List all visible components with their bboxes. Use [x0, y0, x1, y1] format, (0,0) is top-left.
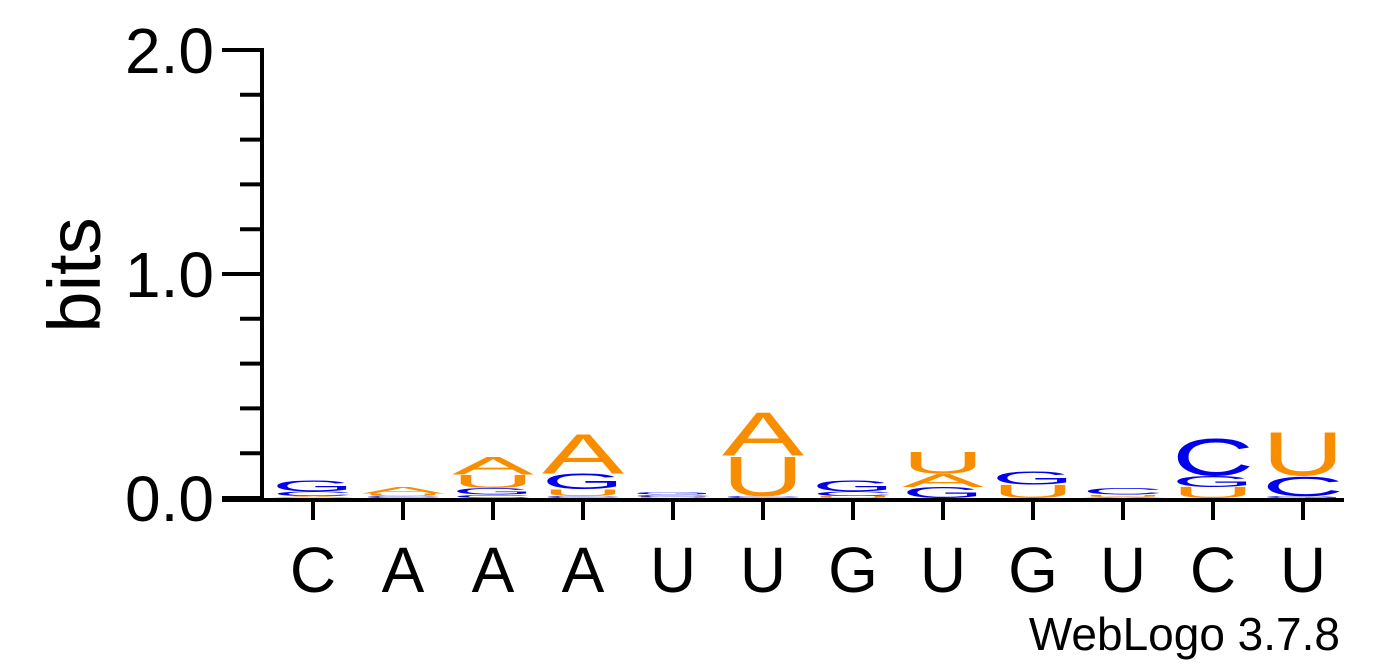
stack-letter-C: C	[722, 495, 804, 499]
stack-letter-U: U	[542, 487, 624, 498]
stack-letter-A: A	[452, 452, 535, 480]
stack-letter-U: U	[992, 481, 1074, 502]
stack-position-8: GAU	[902, 445, 984, 501]
stack-letter-G: G	[1262, 495, 1344, 499]
stack-position-2: CUA	[362, 485, 445, 498]
stack-letter-G: G	[452, 486, 534, 497]
stack-position-11: UGC	[1172, 428, 1254, 501]
stack-letter-A: A	[722, 399, 804, 469]
stack-position-12: GCU	[1262, 419, 1344, 502]
x-tick-label: A	[472, 534, 515, 606]
x-tick-label: A	[562, 534, 605, 606]
stack-letter-U: U	[632, 497, 714, 499]
stack-letter-U: U	[362, 493, 444, 497]
y-tick-label: 2.0	[125, 15, 214, 87]
stack-letter-U: U	[812, 495, 894, 499]
stack-letter-U: U	[452, 471, 534, 492]
x-tick-label: C	[290, 534, 336, 606]
x-tick-label: U	[1100, 534, 1146, 606]
stack-letter-A: A	[542, 423, 625, 485]
x-tick-label: G	[1008, 534, 1058, 606]
stack-position-5: UCG	[632, 491, 714, 498]
y-axis-tick-labels: 0.0 1.0 2.0	[125, 15, 214, 535]
stack-position-1: ACG	[272, 478, 355, 499]
stack-position-9: UG	[992, 468, 1074, 502]
stack-letter-C: C	[452, 494, 534, 499]
stack-letter-G: G	[812, 477, 894, 495]
stack-letter-U: U	[722, 446, 804, 508]
stack-letter-U: U	[1172, 484, 1254, 502]
stack-letter-C: C	[812, 490, 894, 497]
y-axis-label: bits	[33, 217, 116, 332]
stack-letter-C: C	[272, 491, 354, 498]
y-axis-ticks	[222, 48, 262, 500]
stack-position-6: CUA	[722, 399, 804, 508]
stack-letter-U: U	[902, 445, 984, 480]
x-tick-label: G	[828, 534, 878, 606]
stack-letter-C: C	[1262, 471, 1344, 502]
stack-letter-G: G	[632, 491, 714, 495]
stack-letter-G: G	[542, 469, 624, 493]
x-axis-ticks	[311, 500, 1305, 520]
x-tick-label: A	[382, 534, 425, 606]
x-tick-label: C	[1190, 534, 1236, 606]
y-tick-label: 0.0	[125, 463, 214, 535]
stack-letter-G: G	[902, 484, 984, 502]
x-tick-label: U	[1280, 534, 1326, 606]
stack-letter-C: C	[362, 496, 444, 499]
stack-position-10: AUC	[1082, 486, 1165, 498]
stack-letter-A: A	[902, 470, 984, 491]
stack-letter-U: U	[1082, 494, 1164, 498]
y-tick-label: 1.0	[125, 239, 214, 311]
x-tick-label: U	[920, 534, 966, 606]
stack-letter-G: G	[272, 478, 354, 496]
stack-letter-G: G	[1172, 473, 1254, 491]
x-tick-label: U	[740, 534, 786, 606]
x-tick-label: U	[650, 534, 696, 606]
stack-letter-G: G	[992, 468, 1074, 489]
weblogo-credit: WebLogo 3.7.8	[1029, 608, 1340, 660]
stack-letter-C: C	[632, 494, 714, 498]
stack-letter-C: C	[1172, 428, 1254, 487]
stack-letter-A: A	[362, 485, 445, 496]
stack-letter-C: C	[542, 495, 624, 499]
stack-letter-A: A	[272, 496, 355, 499]
stack-letter-A: A	[1082, 497, 1165, 499]
stack-letter-C: C	[1082, 486, 1164, 497]
stack-position-7: UCG	[812, 477, 894, 499]
stack-letter-U: U	[1262, 419, 1344, 489]
